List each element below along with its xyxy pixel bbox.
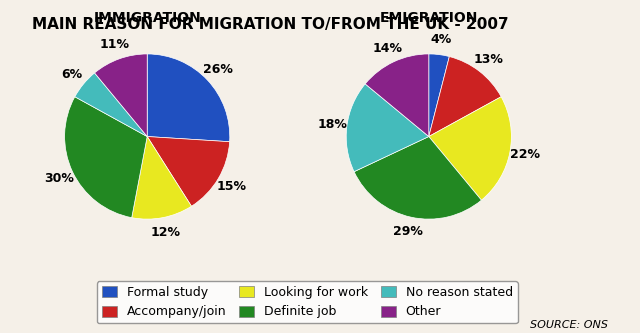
Text: 4%: 4% bbox=[430, 33, 452, 46]
Text: 26%: 26% bbox=[204, 63, 233, 76]
Wedge shape bbox=[365, 54, 429, 137]
Text: 14%: 14% bbox=[372, 42, 403, 55]
Wedge shape bbox=[132, 137, 191, 219]
Wedge shape bbox=[429, 54, 449, 137]
Text: 30%: 30% bbox=[44, 171, 74, 184]
Text: 29%: 29% bbox=[392, 225, 422, 238]
Wedge shape bbox=[147, 54, 230, 142]
Text: 12%: 12% bbox=[150, 226, 180, 239]
Text: 11%: 11% bbox=[99, 38, 129, 51]
Wedge shape bbox=[147, 137, 230, 206]
Title: EMIGRATION: EMIGRATION bbox=[380, 11, 478, 25]
Text: MAIN REASON FOR MIGRATION TO/FROM THE UK - 2007: MAIN REASON FOR MIGRATION TO/FROM THE UK… bbox=[32, 17, 509, 32]
Wedge shape bbox=[354, 137, 481, 219]
Text: 6%: 6% bbox=[61, 68, 83, 81]
Wedge shape bbox=[65, 97, 147, 218]
Text: SOURCE: ONS: SOURCE: ONS bbox=[530, 320, 608, 330]
Text: 13%: 13% bbox=[474, 53, 504, 66]
Wedge shape bbox=[346, 84, 429, 172]
Text: 18%: 18% bbox=[317, 118, 347, 131]
Wedge shape bbox=[429, 57, 501, 137]
Wedge shape bbox=[75, 73, 147, 137]
Text: 22%: 22% bbox=[509, 148, 540, 161]
Text: 15%: 15% bbox=[216, 179, 246, 192]
Title: IMMIGRATION: IMMIGRATION bbox=[93, 11, 201, 25]
Legend: Formal study, Accompany/join, Looking for work, Definite job, No reason stated, : Formal study, Accompany/join, Looking fo… bbox=[97, 281, 518, 323]
Wedge shape bbox=[429, 97, 511, 200]
Wedge shape bbox=[95, 54, 147, 137]
